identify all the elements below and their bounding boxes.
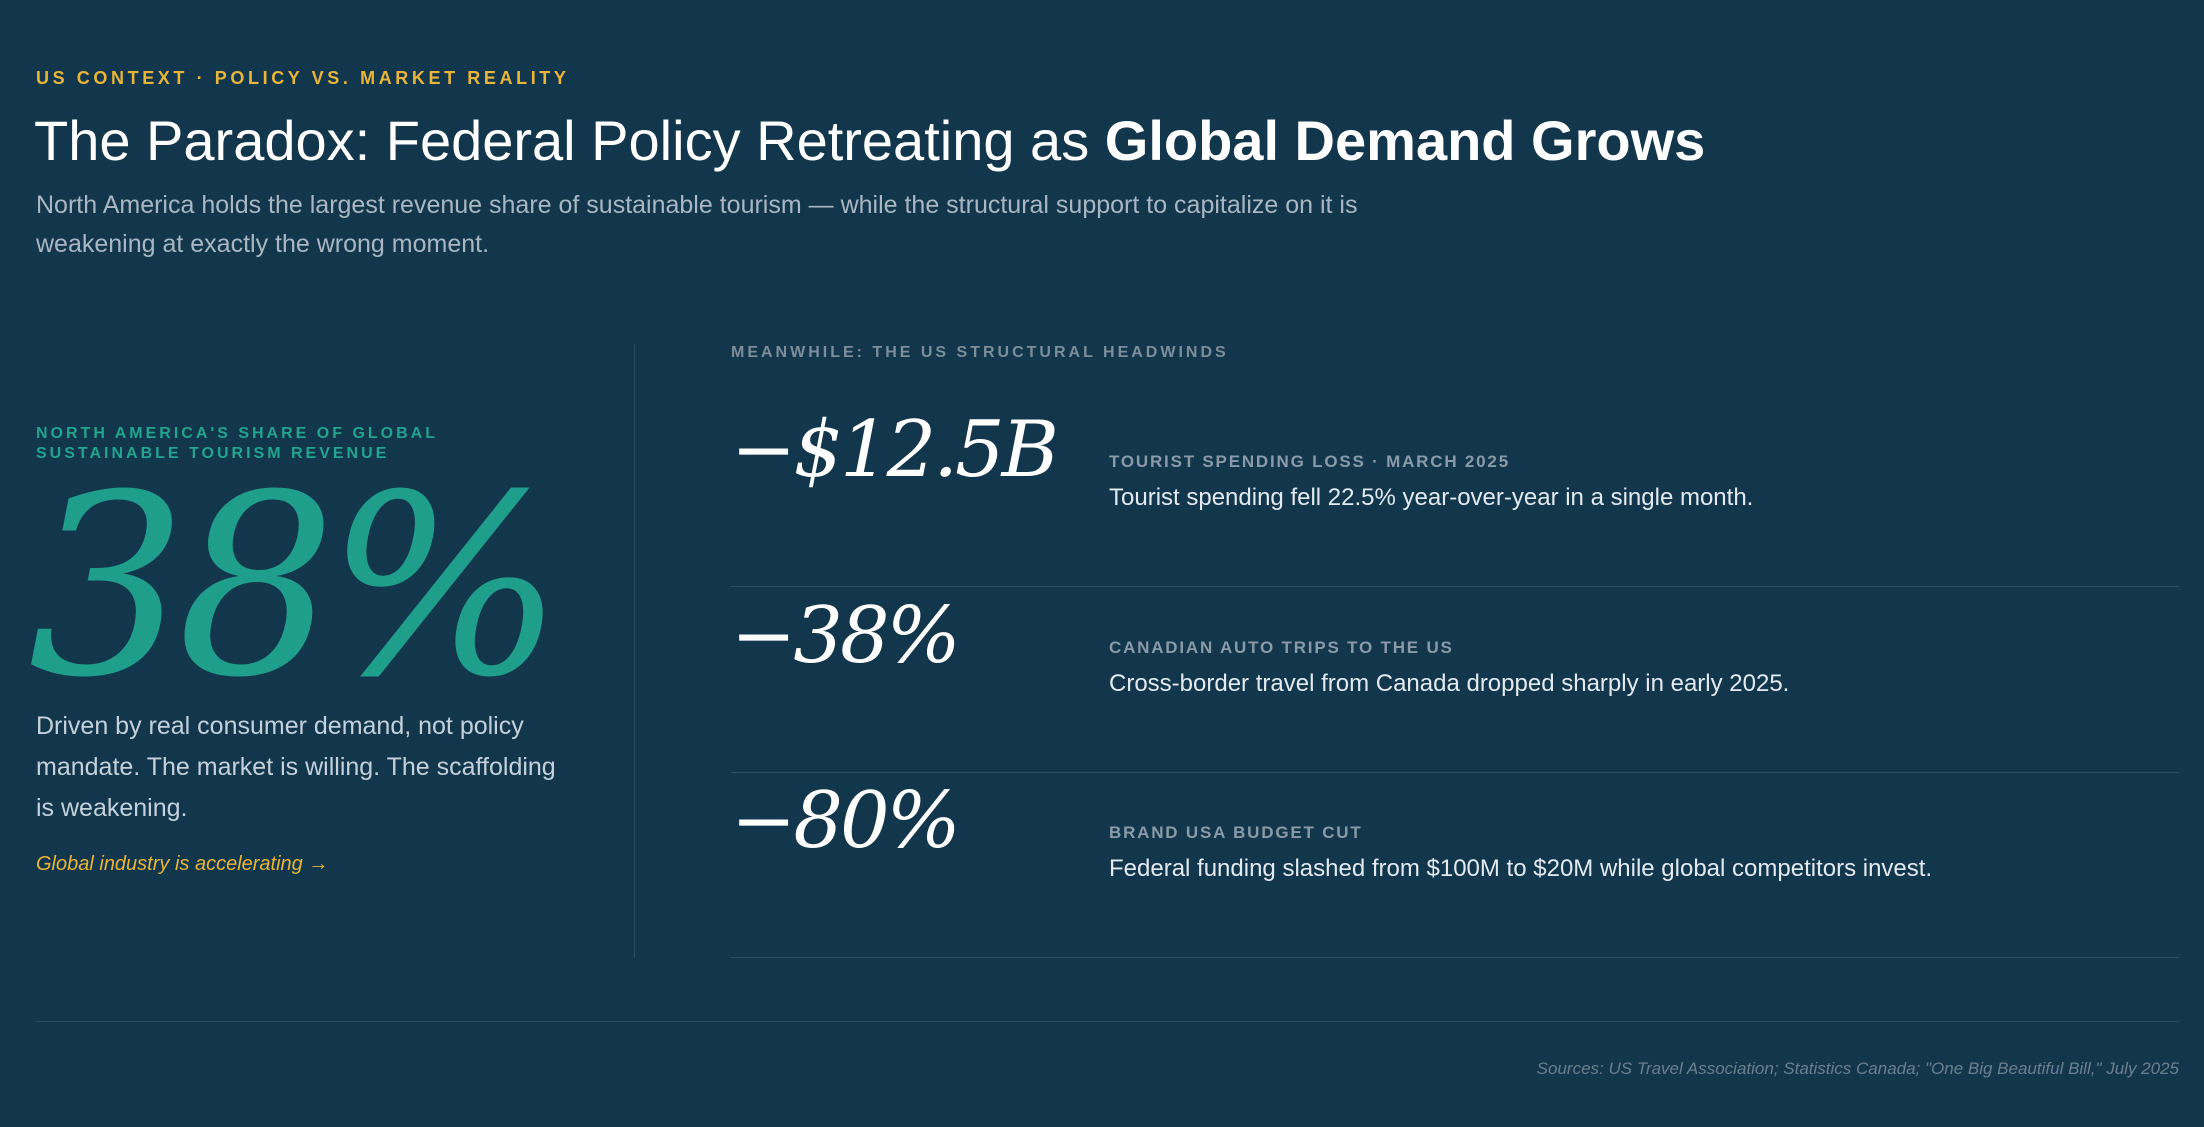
headwind-value: −38% [731,591,961,681]
headwind-item-spending-loss: −$12.5B TOURIST SPENDING LOSS · MARCH 20… [731,400,2179,587]
sources-note: Sources: US Travel Association; Statisti… [1536,1059,2179,1078]
headwind-label: BRAND USA BUDGET CUT [1109,823,1363,842]
title-bold: Global Demand Grows [1104,109,1706,172]
share-body: Driven by real consumer demand, not poli… [36,712,556,822]
share-stat: 38% [28,441,564,732]
title-regular: The Paradox: Federal Policy Retreating a… [34,109,1090,172]
headwind-item-canadian-trips: −38% CANADIAN AUTO TRIPS TO THE US Cross… [731,586,2179,773]
headwind-desc: Federal funding slashed from $100M to $2… [1109,855,1933,882]
headwind-desc: Cross-border travel from Canada dropped … [1109,670,1790,697]
headwind-desc: Tourist spending fell 22.5% year-over-ye… [1109,484,1754,511]
headwind-value: −$12.5B [731,405,1059,495]
footer-divider [36,1021,2179,1022]
headwind-label: TOURIST SPENDING LOSS · MARCH 2025 [1109,452,1510,471]
page-title: The Paradox: Federal Policy Retreating a… [34,108,1705,174]
headwinds-label: MEANWHILE: THE US STRUCTURAL HEADWINDS [731,344,1229,361]
headwind-item-brand-usa: −80% BRAND USA BUDGET CUT Federal fundin… [731,771,2179,958]
eyebrow: US CONTEXT · POLICY VS. MARKET REALITY [36,68,570,88]
share-label: NORTH AMERICA'S SHARE OF GLOBAL SUSTAINA… [36,425,438,462]
headwind-value: −80% [731,776,961,866]
global-industry-link[interactable]: Global industry is accelerating → [36,853,329,875]
vertical-divider [634,344,635,958]
page-subtitle: North America holds the largest revenue … [36,191,1358,258]
headwind-label: CANADIAN AUTO TRIPS TO THE US [1109,638,1454,657]
